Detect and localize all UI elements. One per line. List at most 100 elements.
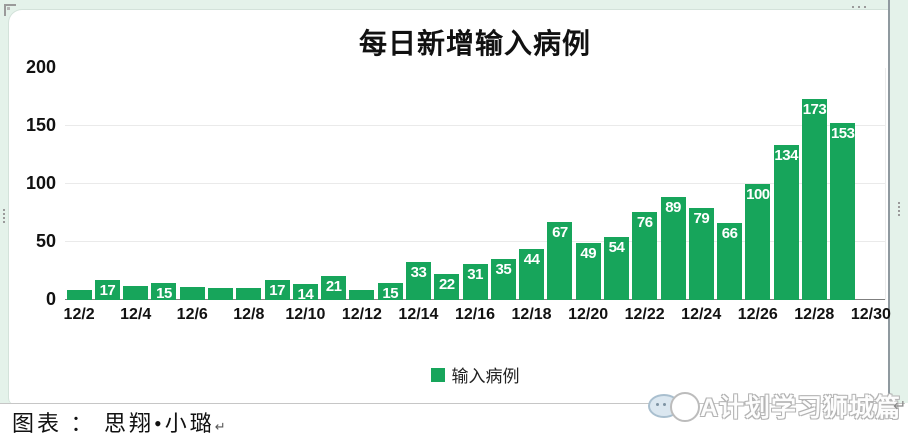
bar: 21 [321, 275, 347, 300]
bar: 173 [801, 99, 827, 300]
bar-band: 17 [263, 68, 291, 300]
y-tick-label: 100 [25, 173, 56, 193]
bar: 17 [264, 280, 290, 300]
legend: 输入病例 [65, 362, 885, 387]
bar-band: 44 [518, 68, 546, 300]
bar [349, 289, 375, 300]
bar-band: 134 [772, 68, 800, 300]
bar [66, 289, 92, 300]
bar: 79 [688, 208, 714, 300]
bar-band [348, 68, 376, 300]
bar-value-label: 14 [297, 285, 314, 300]
left-middle-handle-icon[interactable] [1, 207, 7, 225]
bar: 67 [547, 222, 573, 300]
bar [236, 288, 262, 300]
x-tick-label: 12/16 [454, 306, 496, 323]
bar [208, 288, 234, 300]
bar [179, 287, 205, 300]
bar-band: 22 [433, 68, 461, 300]
bar-value-label: 153 [830, 124, 855, 142]
bar: 35 [490, 259, 516, 300]
bar: 153 [830, 122, 856, 300]
bar-band [178, 68, 206, 300]
bar: 89 [660, 196, 686, 300]
bar-series: 17 15 17 14 21 15 33 22 31 35 44 67 49 54 76 89 79 66 100 1… [65, 68, 885, 300]
bar-value-label: 17 [269, 282, 285, 300]
bar-band: 31 [461, 68, 489, 300]
bar: 14 [292, 283, 318, 300]
watermark: A计划学习狮城篇 [648, 389, 901, 423]
page-edge-line [888, 0, 890, 403]
line-return-mark: ↵ [893, 398, 907, 415]
gridline [65, 125, 885, 126]
x-tick-label: 12/30 [850, 306, 891, 323]
right-middle-handle-icon[interactable] [896, 200, 902, 218]
bar-band: 17 [93, 68, 121, 300]
bar-band [122, 68, 150, 300]
top-right-handle-icon[interactable] [850, 4, 868, 10]
bar: 66 [717, 223, 743, 300]
bar-band [857, 68, 885, 300]
bar: 49 [575, 243, 601, 300]
y-tick-label: 50 [35, 231, 56, 251]
x-tick-label: 12/12 [341, 306, 382, 323]
bar-value-label: 134 [774, 146, 798, 164]
bar-value-label: 35 [495, 261, 512, 279]
x-tick-label: 12/8 [233, 306, 265, 323]
bar-band: 14 [291, 68, 319, 300]
bar: 31 [462, 264, 488, 300]
x-tick-label: 12/24 [681, 306, 722, 323]
x-tick-label: 12/22 [624, 306, 665, 323]
bar-band: 67 [546, 68, 574, 300]
bar: 54 [603, 237, 629, 300]
y-tick-label: 0 [45, 289, 56, 309]
bar-value-label: 15 [382, 284, 399, 300]
gridline [65, 183, 885, 184]
legend-swatch-icon [430, 367, 445, 382]
bar-band: 173 [800, 68, 828, 300]
chat-bubbles-logo-icon [648, 390, 700, 422]
chart-card [8, 9, 889, 404]
chick-face-icon [670, 392, 700, 422]
bar-value-label: 17 [99, 282, 116, 300]
x-tick-label: 12/28 [794, 306, 835, 323]
bar-band [206, 68, 234, 300]
x-tick-label: 12/14 [398, 306, 439, 323]
bar: 15 [377, 282, 403, 300]
x-tick-label: 12/10 [285, 306, 326, 323]
bar: 76 [632, 211, 658, 300]
y-tick-label: 200 [25, 57, 56, 77]
bar-value-label: 22 [438, 276, 455, 294]
bar-band: 35 [489, 68, 517, 300]
bar-value-label: 173 [802, 101, 827, 119]
crop-corner-icon[interactable] [4, 4, 16, 16]
x-axis: 12/2 12/4 12/6 12/8 12/10 12/12 12/14 12/16 12/1… [64, 306, 891, 328]
bar-band: 49 [574, 68, 602, 300]
chart-title: 每日新增输入病例 [358, 28, 591, 59]
y-tick-label: 150 [25, 115, 56, 135]
bar: 44 [519, 248, 545, 300]
legend-label: 输入病例 [451, 367, 520, 386]
bar-value-label: 33 [410, 263, 427, 281]
x-tick-label: 12/20 [568, 306, 609, 323]
bar-band [235, 68, 263, 300]
bar: 15 [151, 282, 177, 300]
bar: 100 [745, 184, 771, 300]
bar: 22 [434, 274, 460, 300]
bar-value-label: 31 [467, 266, 483, 284]
bar-value-label: 49 [580, 245, 597, 263]
bar-band: 79 [687, 68, 715, 300]
bar-band: 89 [659, 68, 687, 300]
x-tick-label: 12/4 [120, 306, 152, 323]
plot-area: 17 15 17 14 21 15 33 22 31 35 44 67 49 54 76 89 79 66 100 1… [65, 68, 886, 300]
bar-band: 153 [829, 68, 857, 300]
bottom-divider-line [0, 403, 905, 404]
bar-value-label: 66 [721, 225, 738, 243]
bar-value-label: 100 [746, 186, 770, 203]
bar-band: 100 [744, 68, 772, 300]
bar: 17 [94, 280, 120, 300]
bar-value-label: 79 [693, 210, 710, 228]
gridline [65, 241, 885, 242]
bar-value-label: 54 [608, 239, 625, 257]
caption-text: 图表 ： 思翔•小璐 [12, 411, 215, 436]
